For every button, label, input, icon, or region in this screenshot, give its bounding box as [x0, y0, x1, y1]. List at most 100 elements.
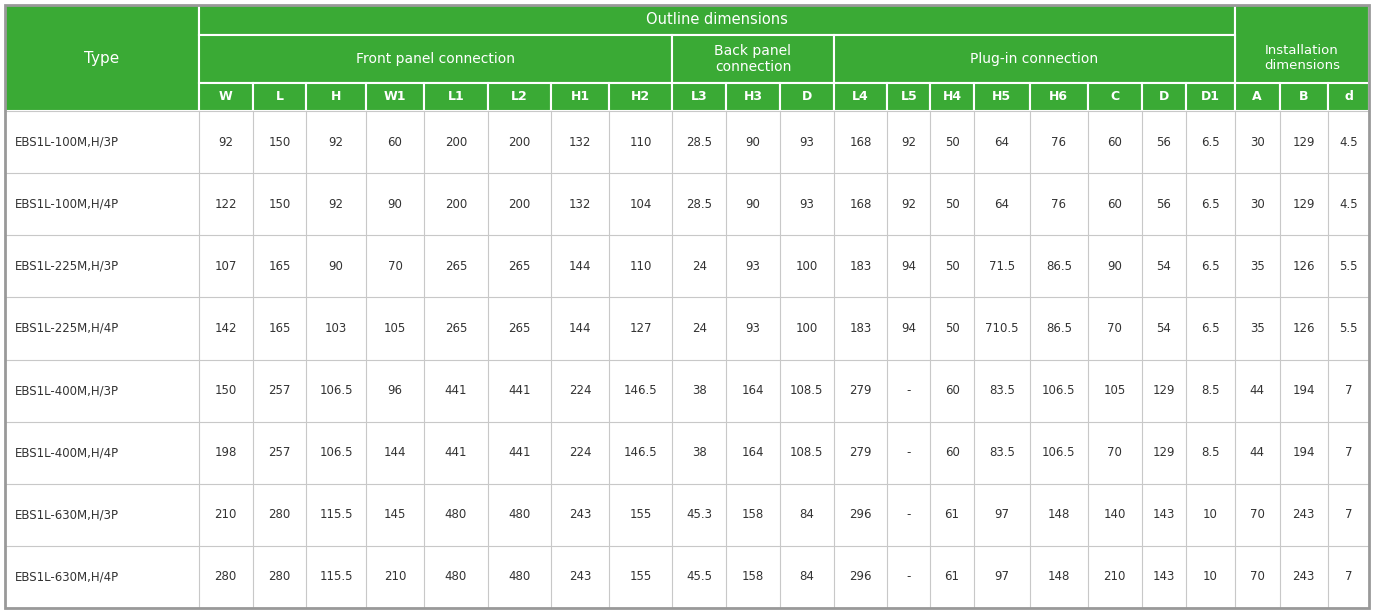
- Text: 45.3: 45.3: [686, 508, 712, 521]
- Bar: [609, 83, 672, 111]
- Text: 107: 107: [214, 260, 236, 273]
- Text: 155: 155: [629, 508, 651, 521]
- Text: 265: 265: [445, 322, 467, 335]
- Text: 50: 50: [945, 322, 959, 335]
- Text: 90: 90: [1107, 260, 1123, 273]
- Text: 200: 200: [445, 135, 467, 148]
- Text: 142: 142: [214, 322, 236, 335]
- Text: 86.5: 86.5: [1046, 322, 1072, 335]
- Text: 97: 97: [995, 571, 1010, 584]
- Text: -: -: [907, 508, 911, 521]
- Text: 70: 70: [1107, 322, 1123, 335]
- Text: 165: 165: [268, 322, 291, 335]
- Bar: [780, 83, 834, 111]
- Bar: [551, 83, 609, 111]
- Text: 200: 200: [508, 197, 530, 211]
- Text: L: L: [275, 91, 283, 104]
- Text: 129: 129: [1153, 384, 1175, 397]
- Text: 129: 129: [1293, 197, 1315, 211]
- Bar: [974, 83, 1029, 111]
- Text: 54: 54: [1157, 322, 1172, 335]
- Text: 279: 279: [849, 446, 871, 459]
- Text: EBS1L-400M,H/4P: EBS1L-400M,H/4P: [15, 446, 120, 459]
- Text: 110: 110: [629, 135, 651, 148]
- Text: 30: 30: [1250, 135, 1264, 148]
- Text: L4: L4: [852, 91, 868, 104]
- Text: 84: 84: [800, 508, 815, 521]
- Text: Plug-in connection: Plug-in connection: [970, 52, 1098, 66]
- Text: 164: 164: [742, 384, 764, 397]
- Text: 480: 480: [508, 571, 530, 584]
- Bar: [1029, 83, 1088, 111]
- Text: 90: 90: [387, 197, 403, 211]
- Text: W1: W1: [383, 91, 407, 104]
- Text: 45.5: 45.5: [686, 571, 712, 584]
- Text: 7: 7: [1345, 384, 1352, 397]
- Text: 105: 105: [383, 322, 407, 335]
- Text: 280: 280: [268, 508, 290, 521]
- Bar: [1235, 83, 1279, 111]
- Text: 60: 60: [1107, 197, 1123, 211]
- Bar: [5, 173, 1369, 235]
- Text: 122: 122: [214, 197, 236, 211]
- Text: 10: 10: [1204, 571, 1217, 584]
- Text: H6: H6: [1050, 91, 1068, 104]
- Text: 168: 168: [849, 197, 871, 211]
- Text: 148: 148: [1047, 508, 1070, 521]
- Text: 50: 50: [945, 197, 959, 211]
- Text: 144: 144: [569, 322, 591, 335]
- Text: 106.5: 106.5: [319, 446, 353, 459]
- Text: 83.5: 83.5: [989, 446, 1014, 459]
- Text: 441: 441: [445, 446, 467, 459]
- Text: 129: 129: [1153, 446, 1175, 459]
- Text: 243: 243: [1293, 571, 1315, 584]
- Text: 144: 144: [569, 260, 591, 273]
- Bar: [672, 35, 834, 83]
- Text: EBS1L-225M,H/4P: EBS1L-225M,H/4P: [15, 322, 120, 335]
- Text: H4: H4: [943, 91, 962, 104]
- Text: 60: 60: [945, 446, 959, 459]
- Text: 5.5: 5.5: [1340, 322, 1358, 335]
- Text: 108.5: 108.5: [790, 446, 823, 459]
- Bar: [306, 83, 365, 111]
- Text: 61: 61: [944, 508, 959, 521]
- Text: EBS1L-100M,H/4P: EBS1L-100M,H/4P: [15, 197, 120, 211]
- Text: 265: 265: [445, 260, 467, 273]
- Text: 54: 54: [1157, 260, 1172, 273]
- Text: 132: 132: [569, 135, 591, 148]
- Bar: [5, 359, 1369, 422]
- Text: Back panel
connection: Back panel connection: [714, 44, 791, 74]
- Text: 126: 126: [1293, 260, 1315, 273]
- Text: 115.5: 115.5: [319, 508, 353, 521]
- Text: 127: 127: [629, 322, 653, 335]
- Text: 243: 243: [1293, 508, 1315, 521]
- Text: 44: 44: [1249, 446, 1264, 459]
- Bar: [1186, 83, 1235, 111]
- Bar: [930, 83, 974, 111]
- Text: W: W: [218, 91, 232, 104]
- Text: 103: 103: [326, 322, 348, 335]
- Text: 296: 296: [849, 508, 871, 521]
- Bar: [5, 111, 1369, 173]
- Text: 108.5: 108.5: [790, 384, 823, 397]
- Text: 7: 7: [1345, 508, 1352, 521]
- Text: 106.5: 106.5: [1041, 384, 1076, 397]
- Bar: [5, 235, 1369, 297]
- Text: Type: Type: [84, 50, 120, 66]
- Text: 155: 155: [629, 571, 651, 584]
- Text: 144: 144: [383, 446, 407, 459]
- Text: 198: 198: [214, 446, 236, 459]
- Bar: [1329, 83, 1369, 111]
- Text: EBS1L-225M,H/3P: EBS1L-225M,H/3P: [15, 260, 120, 273]
- Text: 56: 56: [1157, 197, 1172, 211]
- Bar: [725, 83, 780, 111]
- Text: 143: 143: [1153, 508, 1175, 521]
- Text: 243: 243: [569, 571, 591, 584]
- Text: 224: 224: [569, 446, 591, 459]
- Bar: [5, 422, 1369, 484]
- Text: Outline dimensions: Outline dimensions: [646, 12, 787, 28]
- Text: 86.5: 86.5: [1046, 260, 1072, 273]
- Text: 279: 279: [849, 384, 871, 397]
- Bar: [5, 546, 1369, 608]
- Text: H1: H1: [570, 91, 589, 104]
